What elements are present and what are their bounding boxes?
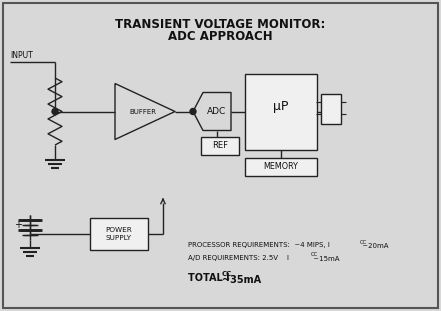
Bar xyxy=(201,137,239,155)
Bar xyxy=(90,218,148,250)
Text: REF: REF xyxy=(212,141,228,150)
Text: ~35mA: ~35mA xyxy=(222,275,261,285)
Bar xyxy=(245,157,317,175)
Circle shape xyxy=(52,109,58,114)
Text: PROCESSOR REQUIREMENTS:  ~4 MIPS, I: PROCESSOR REQUIREMENTS: ~4 MIPS, I xyxy=(188,242,330,248)
Text: ADC APPROACH: ADC APPROACH xyxy=(168,30,272,43)
Text: CC: CC xyxy=(222,271,232,277)
Circle shape xyxy=(190,109,196,114)
Text: CC: CC xyxy=(360,239,367,244)
Text: CC: CC xyxy=(311,253,318,258)
Text: ~15mA: ~15mA xyxy=(311,256,340,262)
Bar xyxy=(245,73,317,150)
Text: TOTAL I: TOTAL I xyxy=(188,273,230,283)
Text: BUFFER: BUFFER xyxy=(130,109,157,114)
Text: POWER
SUPPLY: POWER SUPPLY xyxy=(106,228,132,240)
Text: A/D REQUIREMENTS: 2.5V    I: A/D REQUIREMENTS: 2.5V I xyxy=(188,255,289,261)
Text: +: + xyxy=(14,220,22,230)
Text: μP: μP xyxy=(273,100,289,113)
Text: TRANSIENT VOLTAGE MONITOR:: TRANSIENT VOLTAGE MONITOR: xyxy=(115,18,325,31)
Text: MEMORY: MEMORY xyxy=(264,162,299,171)
Text: ADC: ADC xyxy=(207,107,227,116)
Bar xyxy=(321,94,341,123)
Text: ~20mA: ~20mA xyxy=(360,243,389,249)
Text: INPUT: INPUT xyxy=(10,52,33,61)
